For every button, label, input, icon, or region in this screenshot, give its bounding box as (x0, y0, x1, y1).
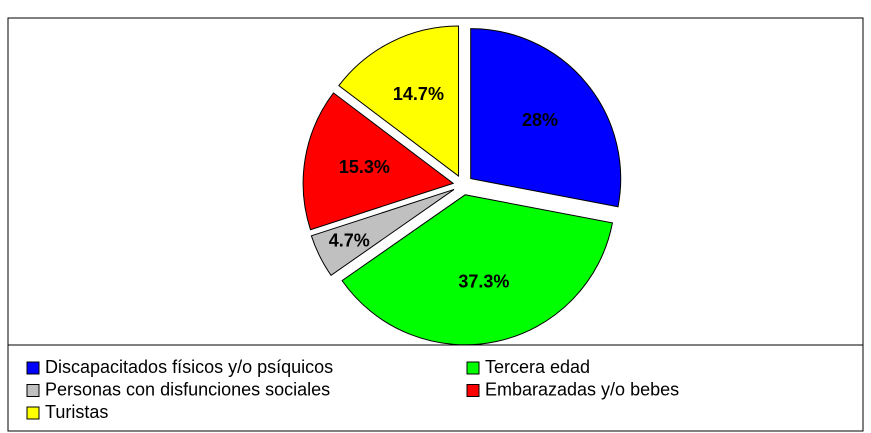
pie-slice (310, 188, 455, 277)
legend-swatch (26, 406, 40, 420)
legend-swatch (26, 361, 40, 375)
legend-swatch (466, 361, 480, 375)
legend-label: Embarazadas y/o bebes (485, 379, 679, 399)
pie-slice (470, 28, 622, 208)
legend-swatch (26, 384, 40, 397)
value-label: 14.7% (393, 84, 444, 104)
legend-label: Tercera edad (485, 357, 590, 377)
legend-frame (7, 344, 864, 432)
pie-slice (302, 92, 455, 231)
pie-slice (341, 194, 614, 346)
legend-label: Turistas (45, 402, 108, 422)
pie-slice (338, 25, 460, 178)
legend-label: Personas con disfunciones sociales (45, 379, 330, 399)
value-label: 4.7% (329, 230, 370, 250)
legend-swatch (466, 384, 480, 397)
value-label: 28% (522, 110, 558, 130)
value-label: 15.3% (339, 157, 390, 177)
legend-label: Discapacitados físicos y/o psíquicos (45, 357, 333, 377)
value-label: 37.3% (458, 272, 509, 292)
